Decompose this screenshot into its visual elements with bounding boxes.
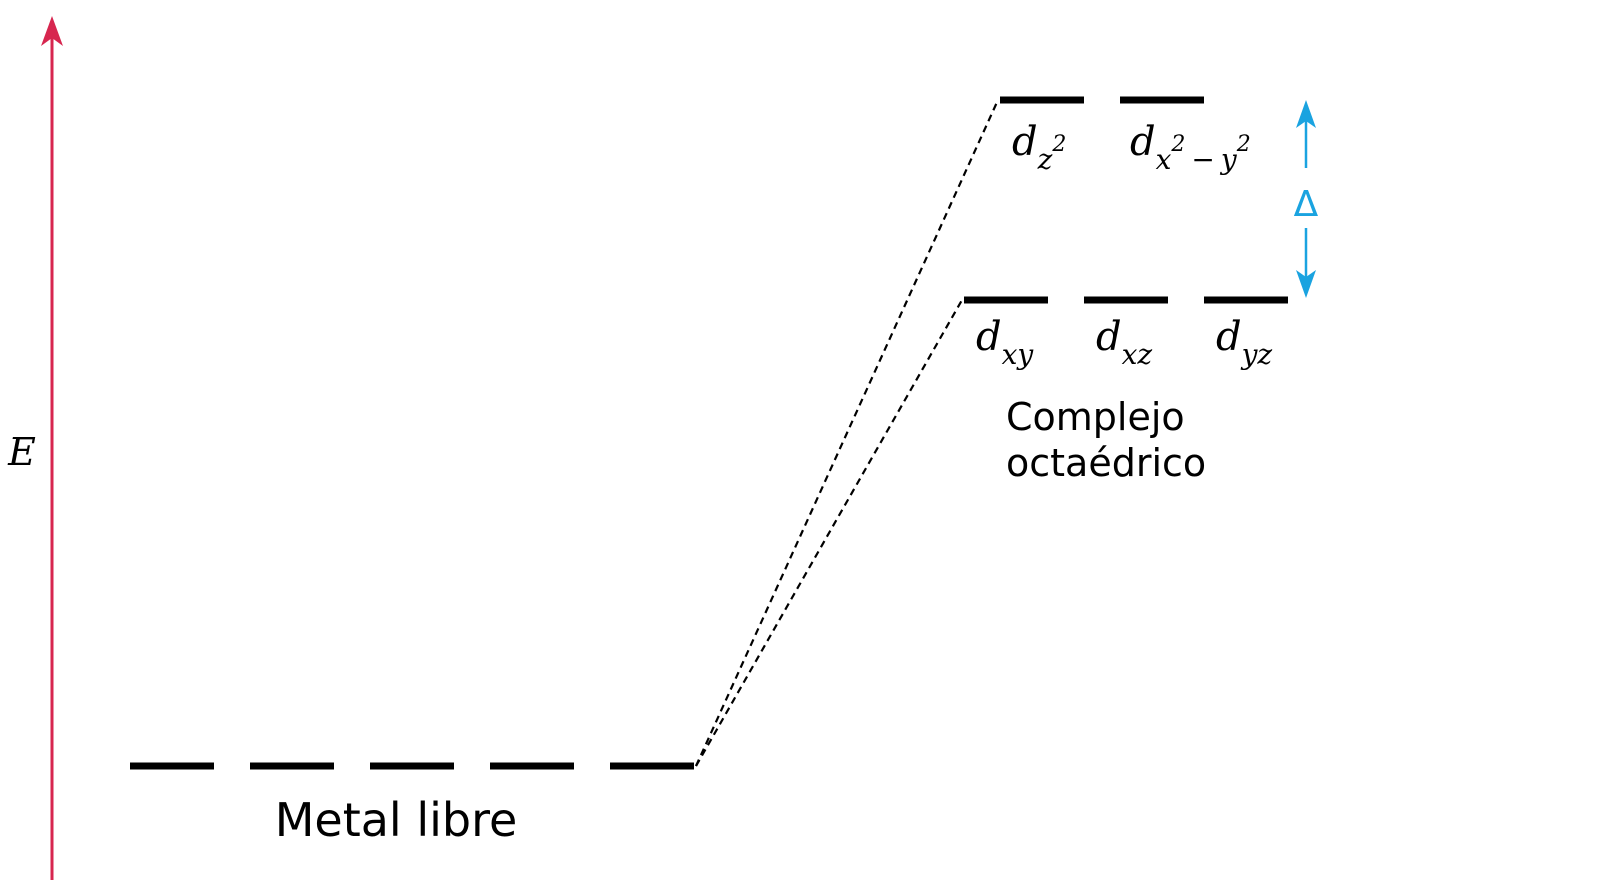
free-metal-label: Metal libre [275, 793, 518, 847]
connector-to-t2g [695, 299, 963, 767]
orbital-label-dz2: dz2 [1012, 119, 1066, 176]
energy-axis-arrowhead [41, 16, 63, 46]
splitting-arrow: Δ [1294, 100, 1319, 298]
splitting-arrow-up-head [1296, 100, 1316, 128]
complex-label-line2: octaédrico [1006, 441, 1206, 485]
splitting-arrow-down-head [1296, 270, 1316, 298]
connector-to-eg [694, 99, 1000, 767]
orbital-label-dx2y2: dx2− y2 [1130, 119, 1251, 176]
energy-axis-label: E [7, 430, 36, 474]
orbital-label-dxz: dxz [1096, 314, 1152, 371]
complex-label-line1: Complejo [1006, 395, 1185, 439]
splitting-label: Δ [1294, 184, 1319, 225]
orbital-label-dyz: dyz [1216, 314, 1272, 371]
orbital-label-dxy: dxy [976, 314, 1034, 371]
